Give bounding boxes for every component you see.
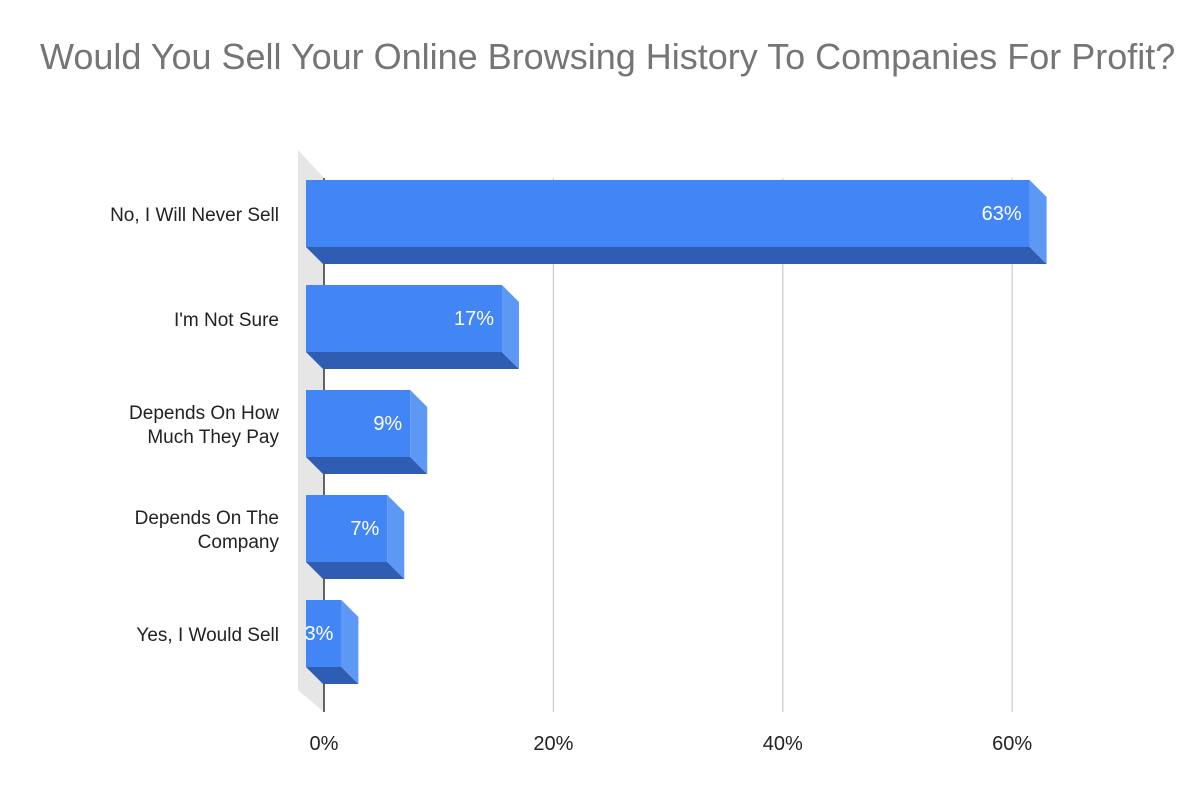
x-tick-label: 60% xyxy=(992,733,1032,755)
bar-bottom-face xyxy=(306,667,359,684)
category-label: Depends On The Company xyxy=(135,508,280,553)
category-label-line: No, I Will Never Sell xyxy=(110,205,279,226)
bar-bottom-face xyxy=(306,562,405,579)
category-label-line: Yes, I Would Sell xyxy=(136,625,279,646)
category-label-line: Much They Pay xyxy=(147,427,279,448)
category-label-line: I'm Not Sure xyxy=(174,310,279,331)
x-tick-label: 20% xyxy=(533,733,573,755)
bar xyxy=(306,285,502,352)
bar-bottom-face xyxy=(306,247,1047,264)
data-label: 3% xyxy=(305,623,334,645)
bar-bottom-face xyxy=(306,457,428,474)
data-label: 63% xyxy=(982,203,1022,225)
data-label: 7% xyxy=(350,518,379,540)
category-label-line: Depends On How xyxy=(129,403,279,424)
labels: 0% 20% 40% 60% 63% No, I Will Never Sell 17% I'… xyxy=(110,203,1032,755)
category-label-line: Company xyxy=(198,532,280,553)
category-label: Yes, I Would Sell xyxy=(136,625,279,646)
bar-side-face xyxy=(410,390,428,474)
category-label: Depends On How Much They Pay xyxy=(129,403,279,448)
bar xyxy=(306,390,411,457)
bar-side-face xyxy=(1029,180,1047,264)
x-tick-label: 0% xyxy=(310,733,339,755)
data-label: 9% xyxy=(373,413,402,435)
category-label-line: Depends On The xyxy=(135,508,279,529)
bar xyxy=(306,180,1030,247)
bars xyxy=(306,180,1047,684)
x-tick-label: 40% xyxy=(763,733,803,755)
category-label: I'm Not Sure xyxy=(174,310,279,331)
bar xyxy=(306,600,342,667)
data-label: 17% xyxy=(454,308,494,330)
bar-bottom-face xyxy=(306,352,519,369)
bar-side-face xyxy=(387,495,405,579)
category-label: No, I Will Never Sell xyxy=(110,205,279,226)
chart-title: Would You Sell Your Online Browsing Hist… xyxy=(40,36,1176,77)
bar-side-face xyxy=(341,600,359,684)
bar xyxy=(306,495,388,562)
bar-side-face xyxy=(501,285,519,369)
